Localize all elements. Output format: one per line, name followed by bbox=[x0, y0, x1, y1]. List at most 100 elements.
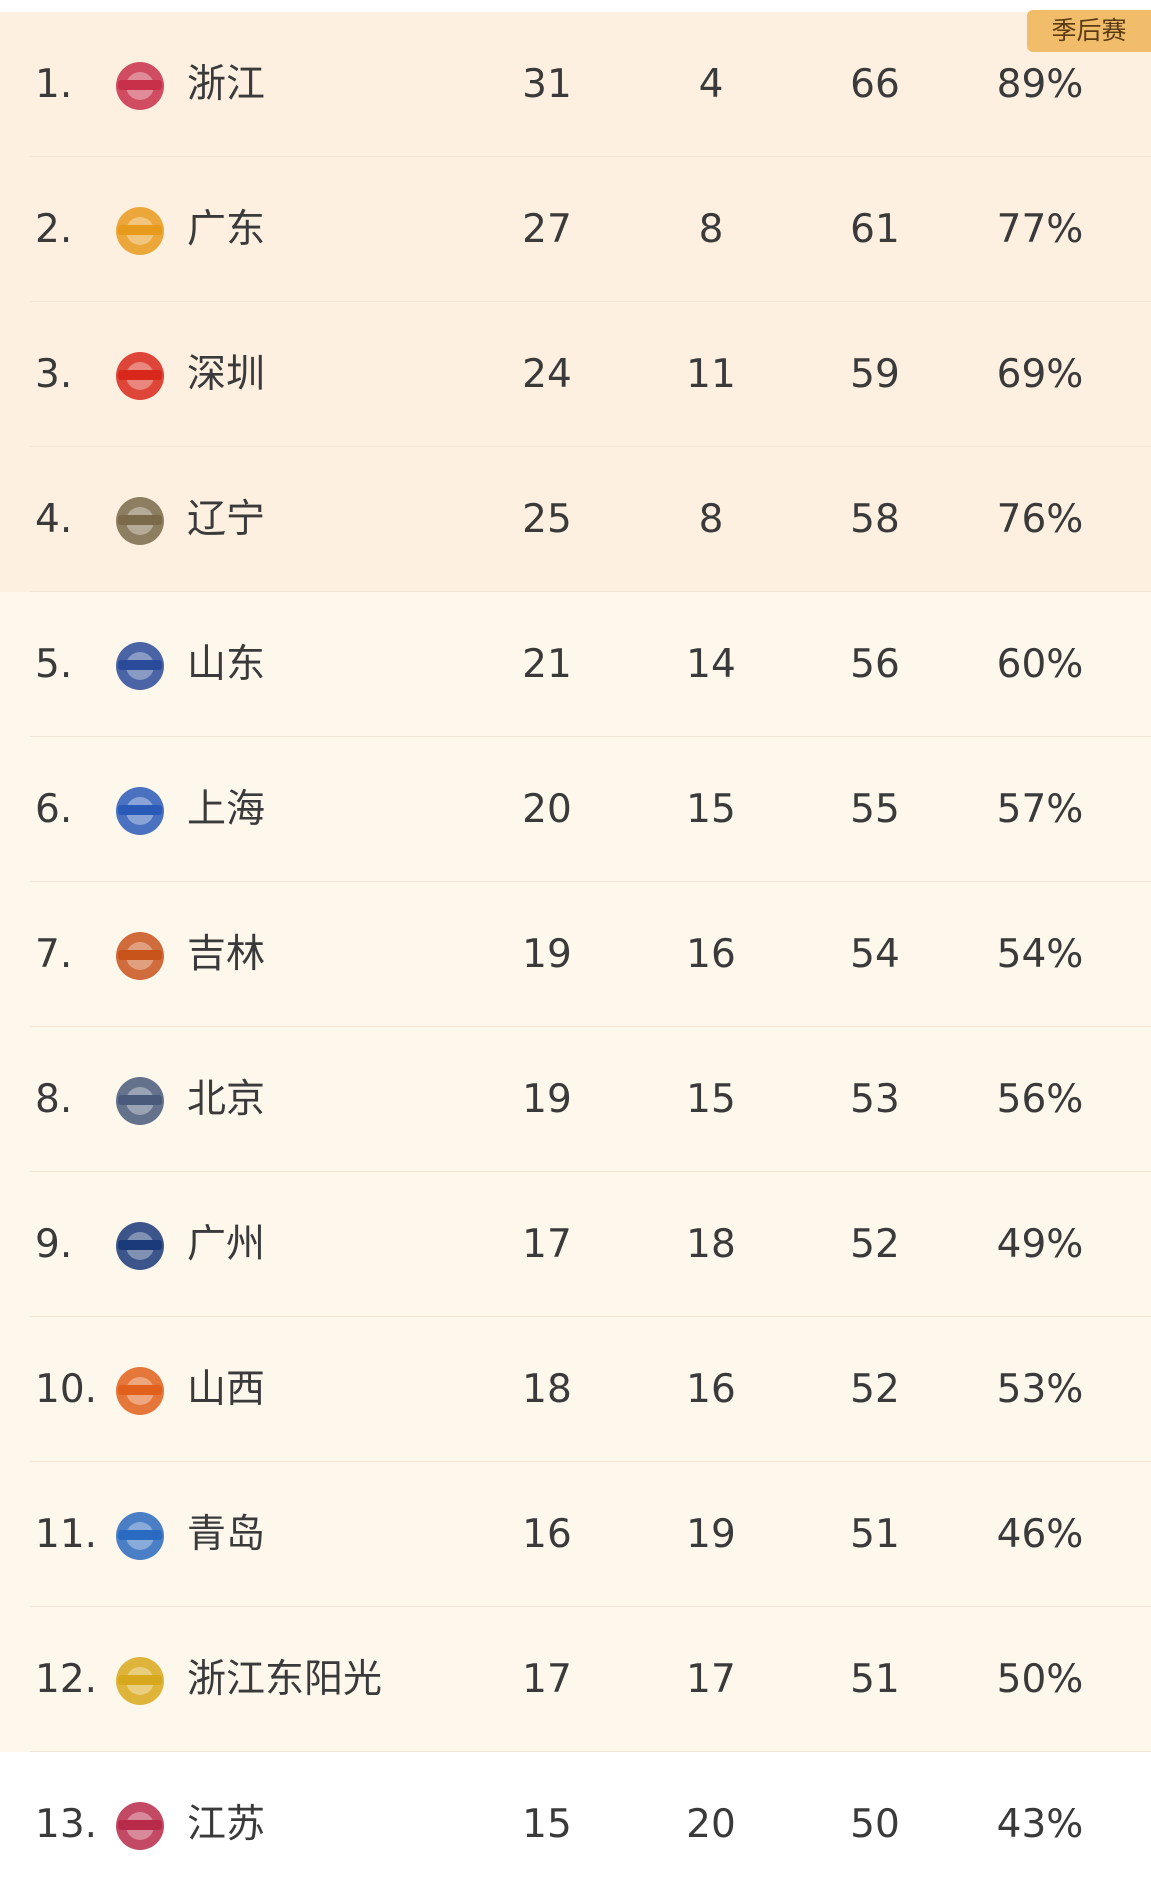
row-divider bbox=[30, 591, 1151, 592]
team-logo-icon bbox=[116, 787, 164, 835]
team-name[interactable]: 江苏 bbox=[187, 1802, 266, 1847]
team-name[interactable]: 浙江 bbox=[187, 62, 266, 107]
team-name[interactable]: 广州 bbox=[187, 1222, 266, 1267]
points: 59 bbox=[850, 352, 900, 397]
rank: 3. bbox=[35, 352, 73, 397]
win-percentage: 77% bbox=[996, 207, 1084, 252]
losses: 15 bbox=[686, 787, 736, 832]
wins: 19 bbox=[522, 932, 572, 977]
row-divider bbox=[30, 736, 1151, 737]
rank: 4. bbox=[35, 497, 73, 542]
row-divider bbox=[30, 1316, 1151, 1317]
win-percentage: 56% bbox=[996, 1077, 1084, 1122]
team-row[interactable]: 10. 山西 18 16 52 53% bbox=[0, 1317, 1151, 1462]
losses: 14 bbox=[686, 642, 736, 687]
wins: 18 bbox=[522, 1367, 572, 1412]
team-row[interactable]: 5. 山东 21 14 56 60% bbox=[0, 592, 1151, 737]
win-percentage: 89% bbox=[996, 62, 1084, 107]
points: 55 bbox=[850, 787, 900, 832]
team-row[interactable]: 11. 青岛 16 19 51 46% bbox=[0, 1462, 1151, 1607]
wins: 19 bbox=[522, 1077, 572, 1122]
points: 54 bbox=[850, 932, 900, 977]
wins: 25 bbox=[522, 497, 572, 542]
rank: 11. bbox=[35, 1512, 98, 1557]
wins: 16 bbox=[522, 1512, 572, 1557]
losses: 19 bbox=[686, 1512, 736, 1557]
win-percentage: 54% bbox=[996, 932, 1084, 977]
row-divider bbox=[30, 881, 1151, 882]
points: 52 bbox=[850, 1222, 900, 1267]
team-name[interactable]: 浙江东阳光 bbox=[187, 1657, 383, 1702]
team-name[interactable]: 吉林 bbox=[187, 932, 266, 977]
team-row[interactable]: 12. 浙江东阳光 17 17 51 50% bbox=[0, 1607, 1151, 1752]
rank: 2. bbox=[35, 207, 73, 252]
team-name[interactable]: 上海 bbox=[187, 787, 266, 832]
team-name[interactable]: 山西 bbox=[187, 1367, 266, 1412]
wins: 31 bbox=[522, 62, 572, 107]
win-percentage: 53% bbox=[996, 1367, 1084, 1412]
losses: 17 bbox=[686, 1657, 736, 1702]
rank: 1. bbox=[35, 62, 73, 107]
team-logo-icon bbox=[116, 497, 164, 545]
points: 51 bbox=[850, 1512, 900, 1557]
team-row[interactable]: 1. 浙江 31 4 66 89% bbox=[0, 12, 1151, 157]
points: 56 bbox=[850, 642, 900, 687]
rank: 9. bbox=[35, 1222, 73, 1267]
team-logo-icon bbox=[116, 352, 164, 400]
team-logo-icon bbox=[116, 1512, 164, 1560]
wins: 24 bbox=[522, 352, 572, 397]
wins: 17 bbox=[522, 1222, 572, 1267]
row-divider bbox=[30, 446, 1151, 447]
rank: 7. bbox=[35, 932, 73, 977]
losses: 20 bbox=[686, 1802, 736, 1847]
team-row[interactable]: 8. 北京 19 15 53 56% bbox=[0, 1027, 1151, 1172]
win-percentage: 49% bbox=[996, 1222, 1084, 1267]
points: 61 bbox=[850, 207, 900, 252]
row-divider bbox=[30, 1751, 1151, 1752]
team-row[interactable]: 9. 广州 17 18 52 49% bbox=[0, 1172, 1151, 1317]
win-percentage: 43% bbox=[996, 1802, 1084, 1847]
team-name[interactable]: 北京 bbox=[187, 1077, 266, 1122]
points: 53 bbox=[850, 1077, 900, 1122]
row-divider bbox=[30, 1026, 1151, 1027]
team-logo-icon bbox=[116, 1657, 164, 1705]
rank: 10. bbox=[35, 1367, 98, 1412]
win-percentage: 76% bbox=[996, 497, 1084, 542]
team-logo-icon bbox=[116, 1802, 164, 1850]
row-divider bbox=[30, 301, 1151, 302]
losses: 18 bbox=[686, 1222, 736, 1267]
team-row[interactable]: 6. 上海 20 15 55 57% bbox=[0, 737, 1151, 882]
team-name[interactable]: 辽宁 bbox=[187, 497, 266, 542]
win-percentage: 46% bbox=[996, 1512, 1084, 1557]
wins: 20 bbox=[522, 787, 572, 832]
win-percentage: 69% bbox=[996, 352, 1084, 397]
team-logo-icon bbox=[116, 1077, 164, 1125]
team-name[interactable]: 山东 bbox=[187, 642, 266, 687]
team-row[interactable]: 2. 广东 27 8 61 77% bbox=[0, 157, 1151, 302]
wins: 21 bbox=[522, 642, 572, 687]
row-divider bbox=[30, 1171, 1151, 1172]
team-logo-icon bbox=[116, 62, 164, 110]
team-logo-icon bbox=[116, 932, 164, 980]
row-divider bbox=[30, 1461, 1151, 1462]
losses: 8 bbox=[698, 497, 724, 542]
team-row[interactable]: 7. 吉林 19 16 54 54% bbox=[0, 882, 1151, 1027]
points: 66 bbox=[850, 62, 900, 107]
rank: 8. bbox=[35, 1077, 73, 1122]
losses: 16 bbox=[686, 1367, 736, 1412]
team-logo-icon bbox=[116, 642, 164, 690]
standings-table: 1. 浙江 31 4 66 89% 2. 广东 27 8 61 77% 3. 深圳 24 11 59 69%… bbox=[0, 12, 1151, 1897]
team-name[interactable]: 广东 bbox=[187, 207, 266, 252]
win-percentage: 50% bbox=[996, 1657, 1084, 1702]
team-row[interactable]: 13. 江苏 15 20 50 43% bbox=[0, 1752, 1151, 1897]
losses: 4 bbox=[698, 62, 724, 107]
win-percentage: 57% bbox=[996, 787, 1084, 832]
team-name[interactable]: 青岛 bbox=[187, 1512, 266, 1557]
losses: 16 bbox=[686, 932, 736, 977]
team-row[interactable]: 3. 深圳 24 11 59 69% bbox=[0, 302, 1151, 447]
team-name[interactable]: 深圳 bbox=[187, 352, 266, 397]
rank: 13. bbox=[35, 1802, 98, 1847]
rank: 12. bbox=[35, 1657, 98, 1702]
team-row[interactable]: 4. 辽宁 25 8 58 76% bbox=[0, 447, 1151, 592]
team-logo-icon bbox=[116, 207, 164, 255]
